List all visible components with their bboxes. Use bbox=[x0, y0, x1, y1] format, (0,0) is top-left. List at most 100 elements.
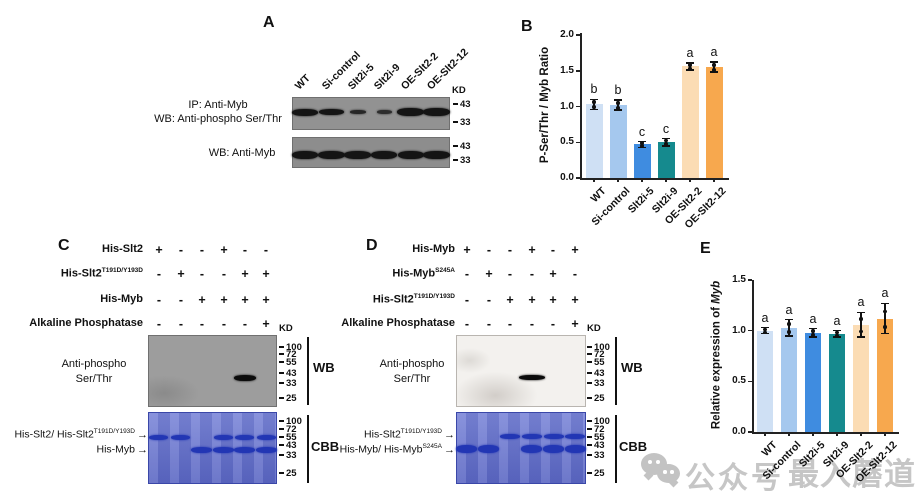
data-point bbox=[883, 325, 887, 329]
data-point bbox=[787, 330, 791, 334]
x-tick bbox=[665, 178, 667, 182]
plus-minus-cell: - bbox=[486, 317, 492, 331]
sig-letter: a bbox=[881, 286, 889, 301]
marker-value: 43 bbox=[286, 367, 297, 379]
protein-band bbox=[191, 447, 213, 453]
panel-d-label: D bbox=[366, 237, 378, 254]
wb-anti-myb-label: WB: Anti-Myb bbox=[208, 147, 276, 159]
data-point bbox=[616, 101, 620, 105]
panel-a-ip-wb-label: IP: Anti-Myb WB: Anti-phospho Ser/Thr bbox=[133, 98, 303, 126]
data-point bbox=[616, 106, 620, 110]
y-tick-label: 1.5 bbox=[732, 274, 746, 286]
y-tick bbox=[576, 34, 580, 36]
plus-minus-cell: + bbox=[220, 293, 228, 307]
plus-minus-cell: - bbox=[263, 243, 269, 257]
marker-tick bbox=[279, 428, 284, 430]
panel-c-kd-label: KD bbox=[279, 323, 293, 334]
marker-value: 72 bbox=[286, 423, 297, 435]
protein-band bbox=[292, 151, 319, 159]
error-cap-bottom bbox=[809, 336, 817, 338]
data-point bbox=[811, 333, 815, 337]
protein-band bbox=[456, 445, 478, 453]
plus-minus-cell: - bbox=[464, 293, 470, 307]
marker-value: 55 bbox=[594, 356, 605, 368]
bar bbox=[877, 318, 893, 432]
plus-minus-cell: + bbox=[241, 293, 249, 307]
panel-e-y-axis-label: Relative expression of Myb bbox=[710, 280, 723, 430]
error-bar bbox=[665, 138, 667, 146]
reagent-label: His-Slt2 bbox=[102, 243, 143, 255]
plus-minus-cell: - bbox=[199, 267, 205, 281]
marker-value: 25 bbox=[286, 467, 297, 479]
protein-band bbox=[543, 433, 564, 439]
panel-d-kd-label: KD bbox=[587, 323, 601, 334]
sig-letter: b bbox=[614, 83, 622, 98]
y-axis bbox=[752, 280, 754, 432]
plus-minus-cell: + bbox=[571, 243, 579, 257]
data-point bbox=[763, 327, 767, 332]
plus-minus-cell: - bbox=[550, 317, 556, 331]
marker-tick bbox=[587, 420, 592, 422]
marker-tick bbox=[279, 346, 284, 348]
marker-tick bbox=[279, 353, 284, 355]
marker-tick bbox=[453, 159, 458, 161]
bar bbox=[585, 104, 603, 178]
error-cap-top bbox=[809, 327, 817, 330]
bar bbox=[757, 330, 773, 432]
y-tick-label: 1.0 bbox=[560, 100, 574, 112]
marker-value: 43 bbox=[460, 140, 471, 152]
protein-band bbox=[543, 445, 564, 453]
panel-c-wb-bracket bbox=[307, 337, 309, 405]
plus-minus-cell: - bbox=[486, 293, 492, 307]
marker-value: 55 bbox=[594, 431, 605, 443]
error-cap-top bbox=[857, 311, 865, 314]
error-cap-bottom bbox=[785, 335, 793, 337]
arrow-right-icon: → bbox=[137, 428, 148, 441]
panel-e-label: E bbox=[700, 240, 711, 257]
plus-minus-cell: - bbox=[178, 293, 184, 307]
anti-phospho-line2: Ser/Thr bbox=[75, 373, 113, 385]
marker-tick bbox=[587, 372, 592, 374]
bar bbox=[681, 66, 699, 178]
marker-value: 25 bbox=[286, 392, 297, 404]
reagent-label: Alkaline Phosphatase bbox=[341, 317, 455, 329]
protein-band bbox=[256, 434, 276, 440]
sig-letter: b bbox=[590, 82, 598, 97]
sig-letter: a bbox=[761, 310, 769, 325]
plus-minus-cell: - bbox=[199, 243, 205, 257]
plus-minus-cell: + bbox=[528, 293, 536, 307]
watermark: 公众号 最入蘑道 bbox=[640, 449, 922, 495]
plus-minus-cell: + bbox=[485, 267, 493, 281]
panel-c-label: C bbox=[58, 237, 70, 254]
reagent-label: His-Myb bbox=[412, 243, 455, 255]
panel-d-wb-side-label: WB bbox=[621, 360, 643, 375]
plus-minus-cell: + bbox=[177, 267, 185, 281]
y-tick-label: 1.0 bbox=[732, 324, 746, 336]
error-cap-bottom bbox=[614, 109, 622, 111]
plus-minus-cell: - bbox=[156, 317, 162, 331]
plus-minus-cell: - bbox=[178, 243, 184, 257]
y-tick bbox=[748, 380, 752, 383]
marker-value: 33 bbox=[594, 449, 605, 461]
x-axis bbox=[580, 178, 729, 180]
marker-value: 25 bbox=[594, 392, 605, 404]
error-bar bbox=[593, 99, 595, 110]
plus-minus-cell: - bbox=[507, 317, 513, 331]
marker-value: 100 bbox=[594, 341, 610, 353]
bar bbox=[633, 144, 651, 178]
marker-tick bbox=[279, 436, 284, 438]
protein-band bbox=[213, 434, 233, 440]
protein-band bbox=[564, 445, 586, 453]
plus-minus-cell: + bbox=[549, 293, 557, 307]
panel-c-antiphospho-label: Anti-phospho Ser/Thr bbox=[34, 357, 154, 387]
sig-letter: c bbox=[638, 124, 646, 139]
marker-tick bbox=[587, 436, 592, 438]
data-point bbox=[859, 329, 863, 334]
protein-band bbox=[292, 108, 319, 116]
protein-band bbox=[500, 433, 521, 439]
y-tick bbox=[576, 177, 580, 179]
protein-band bbox=[170, 434, 190, 440]
marker-value: 43 bbox=[460, 98, 471, 110]
x-tick bbox=[593, 178, 595, 182]
